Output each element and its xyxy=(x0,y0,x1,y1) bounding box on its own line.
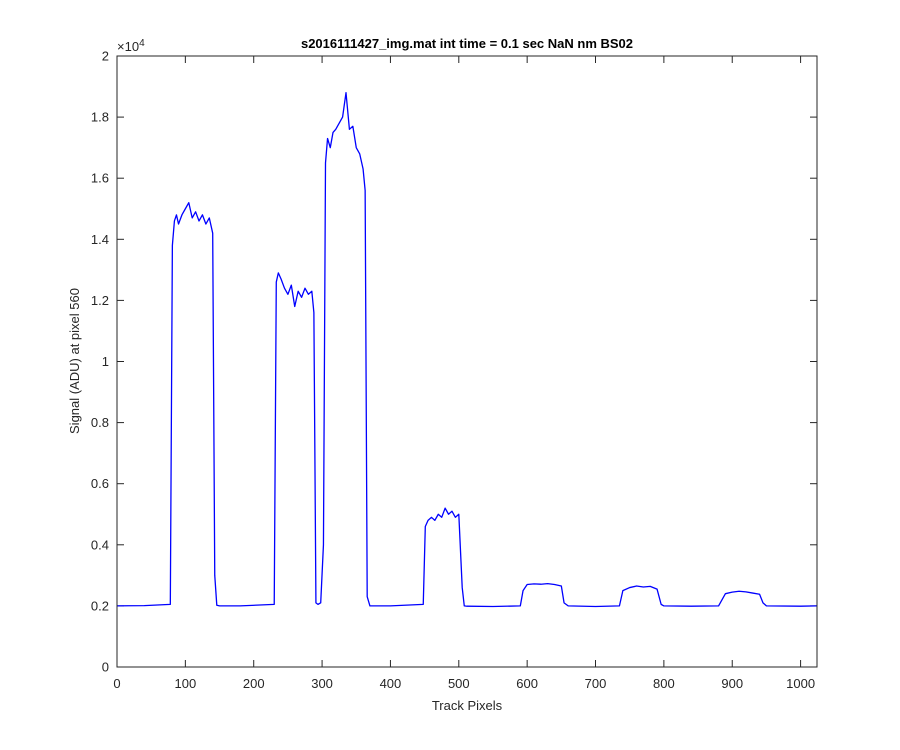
x-tick-label-8: 800 xyxy=(653,676,675,691)
y-tick-label-8: 1.6 xyxy=(91,171,109,186)
y-axis-exponent-power: 4 xyxy=(139,38,145,49)
y-tick-label-9: 1.8 xyxy=(91,110,109,125)
x-tick-label-5: 500 xyxy=(448,676,470,691)
y-axis-label: Signal (ADU) at pixel 560 xyxy=(67,288,82,434)
x-tick-label-9: 900 xyxy=(721,676,743,691)
y-tick-label-7: 1.4 xyxy=(91,232,109,247)
axes-box xyxy=(116,55,818,668)
x-axis-label: Track Pixels xyxy=(432,698,503,713)
x-tick-label-6: 600 xyxy=(516,676,538,691)
y-tick-label-1: 0.2 xyxy=(91,598,109,613)
x-tick-label-3: 300 xyxy=(311,676,333,691)
y-axis-exponent: ×104 xyxy=(117,38,145,54)
y-tick-label-2: 0.4 xyxy=(91,537,109,552)
y-tick-label-10: 2 xyxy=(102,49,109,64)
axis-tick-labels: 0 100 200 300 400 500 600 700 800 900 1000 0 0.2 0.4 0… xyxy=(91,49,815,692)
y-axis-exponent-base: ×10 xyxy=(117,39,139,54)
x-tick-label-1: 100 xyxy=(175,676,197,691)
x-tick-label-4: 400 xyxy=(380,676,402,691)
plot-area xyxy=(117,56,817,667)
series-group xyxy=(116,92,818,608)
y-tick-label-6: 1.2 xyxy=(91,293,109,308)
series-line-0 xyxy=(116,92,818,608)
y-tick-label-5: 1 xyxy=(102,354,109,369)
y-tick-label-0: 0 xyxy=(102,660,109,675)
y-tick-label-4: 0.8 xyxy=(91,415,109,430)
y-tick-label-3: 0.6 xyxy=(91,476,109,491)
chart-title: s2016111427_img.mat int time = 0.1 sec N… xyxy=(301,36,633,51)
x-tick-label-10: 1000 xyxy=(786,676,815,691)
x-tick-label-7: 700 xyxy=(585,676,607,691)
x-tick-label-2: 200 xyxy=(243,676,265,691)
x-tick-label-0: 0 xyxy=(113,676,120,691)
